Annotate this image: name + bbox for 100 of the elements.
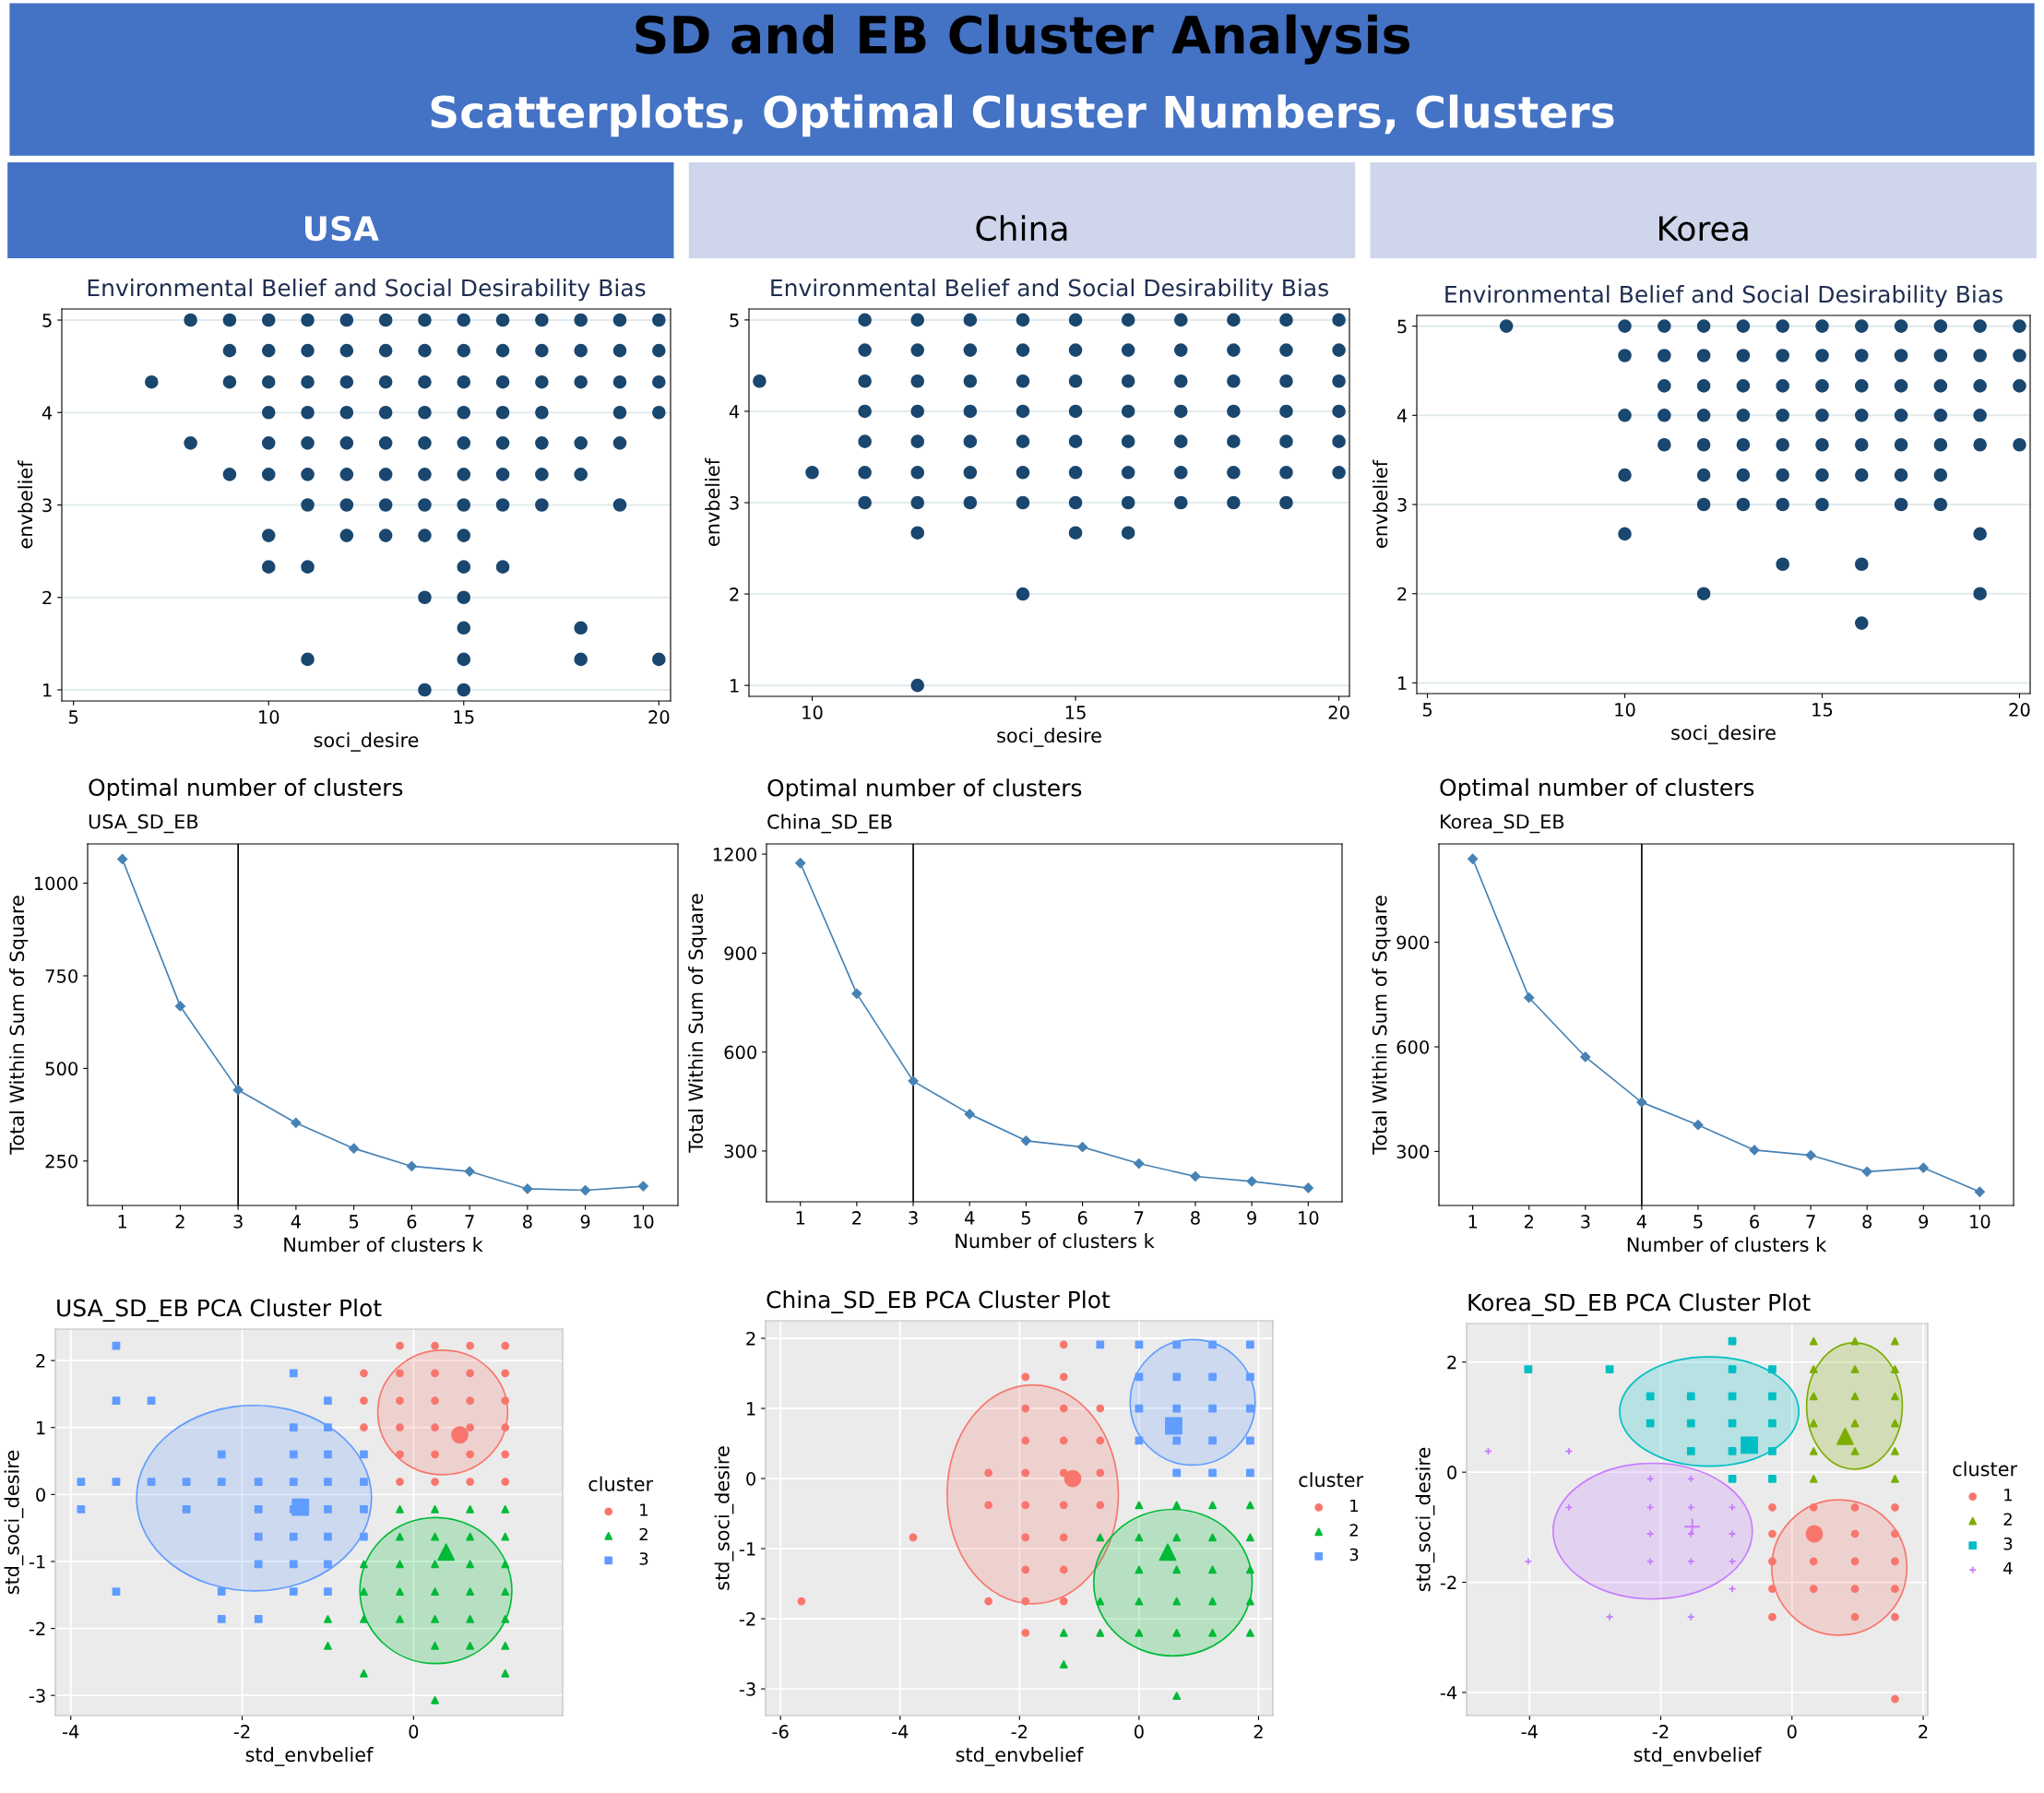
legend-label: 2 — [2003, 1513, 2012, 1526]
point — [360, 1478, 368, 1486]
point — [1809, 1474, 1818, 1483]
legend-title: cluster — [1299, 1472, 1364, 1488]
point — [1974, 1186, 1985, 1197]
point — [1064, 1469, 1082, 1488]
point — [1850, 1585, 1860, 1594]
point — [324, 1450, 332, 1459]
point — [112, 1396, 121, 1406]
x-tick-label: 7 — [465, 1215, 474, 1229]
point — [1850, 1502, 1860, 1512]
y-tick-label: 600 — [1396, 1039, 1429, 1054]
point — [1246, 1404, 1254, 1413]
x-tick-label: 2 — [852, 1211, 862, 1225]
x-tick-label: 20 — [648, 710, 670, 724]
y-tick-label: 5 — [42, 314, 52, 327]
y-tick-label: 5 — [730, 314, 739, 327]
point — [1768, 1502, 1777, 1512]
point — [1891, 1694, 1899, 1704]
point — [324, 1615, 332, 1623]
x-tick-label: 10 — [1299, 1211, 1319, 1225]
y-tick-label: 2 — [36, 1354, 45, 1368]
y-tick-label: 2 — [730, 588, 739, 601]
x-tick-label: 5 — [1021, 1211, 1030, 1225]
point — [1918, 1162, 1929, 1173]
point — [1172, 1372, 1182, 1382]
point — [1059, 1340, 1068, 1349]
x-axis-title: Number of clusters k — [284, 1237, 483, 1253]
chart-title: China_SD_EB PCA Cluster Plot — [766, 1290, 1111, 1314]
point — [1059, 1404, 1068, 1413]
point — [360, 1369, 368, 1378]
point — [254, 1560, 263, 1569]
point — [360, 1668, 368, 1678]
point — [324, 1587, 332, 1597]
x-tick-label: 6 — [407, 1215, 417, 1229]
chart-subtitle: Korea_SD_EB — [1441, 813, 1564, 834]
point — [182, 1504, 191, 1514]
point — [1768, 1365, 1777, 1373]
legend-label: 2 — [1349, 1524, 1358, 1537]
point — [1850, 1365, 1860, 1373]
point — [1768, 1585, 1777, 1594]
y-axis-title: envbelief — [18, 460, 33, 549]
point — [501, 1450, 510, 1459]
point — [466, 1341, 475, 1350]
point — [1059, 1372, 1068, 1382]
text: China — [976, 215, 1067, 242]
point — [1021, 1533, 1030, 1542]
point — [1096, 1436, 1105, 1445]
point — [1246, 1340, 1254, 1349]
y-tick-label: 0 — [36, 1488, 45, 1502]
text: Scatterplots, Optimal Cluster Numbers, Clusters — [431, 94, 1614, 137]
point — [1172, 1533, 1182, 1542]
point — [466, 1615, 475, 1623]
point — [117, 853, 128, 865]
point — [360, 1504, 368, 1514]
point — [466, 1532, 475, 1541]
point — [501, 1642, 510, 1650]
point — [1135, 1372, 1144, 1382]
point — [217, 1450, 226, 1459]
legend-label: 3 — [2003, 1537, 2013, 1550]
point — [431, 1532, 439, 1541]
y-tick-label: 250 — [45, 1154, 77, 1169]
point — [1646, 1474, 1655, 1483]
y-tick-label: 0 — [1447, 1466, 1456, 1479]
point — [431, 1423, 439, 1432]
point — [1059, 1533, 1068, 1542]
chart-title: Environmental Belief and Social Desirability Bias — [88, 279, 646, 302]
point — [289, 1478, 298, 1486]
y-tick-label: 4 — [42, 406, 53, 420]
point — [396, 1450, 404, 1459]
y-axis-title: Total Within Sum of Square — [9, 896, 29, 1155]
point — [431, 1478, 439, 1486]
point — [501, 1615, 510, 1623]
point — [396, 1560, 404, 1569]
point — [1246, 1372, 1254, 1382]
point — [1809, 1419, 1818, 1428]
point — [360, 1560, 368, 1569]
point — [254, 1615, 263, 1623]
y-tick-label: 3 — [730, 495, 739, 510]
point — [254, 1504, 263, 1514]
point — [1134, 1158, 1145, 1170]
point — [1021, 1501, 1030, 1510]
point — [1246, 1176, 1257, 1187]
x-tick-label: 2 — [1919, 1725, 1928, 1739]
point — [324, 1532, 332, 1541]
point — [396, 1341, 404, 1350]
x-tick-label: 8 — [1191, 1211, 1200, 1225]
x-tick-label: 9 — [1919, 1215, 1929, 1229]
point — [360, 1423, 368, 1432]
y-tick-label: 1200 — [713, 848, 756, 861]
point — [1686, 1447, 1695, 1455]
point — [431, 1695, 439, 1704]
point — [217, 1615, 226, 1623]
legend-title: cluster — [1953, 1461, 2018, 1477]
point — [466, 1642, 475, 1650]
point — [984, 1501, 993, 1510]
x-tick-label: 7 — [1806, 1215, 1815, 1229]
y-tick-label: 1 — [37, 1420, 45, 1435]
point — [1021, 1628, 1030, 1637]
point — [1850, 1336, 1860, 1346]
